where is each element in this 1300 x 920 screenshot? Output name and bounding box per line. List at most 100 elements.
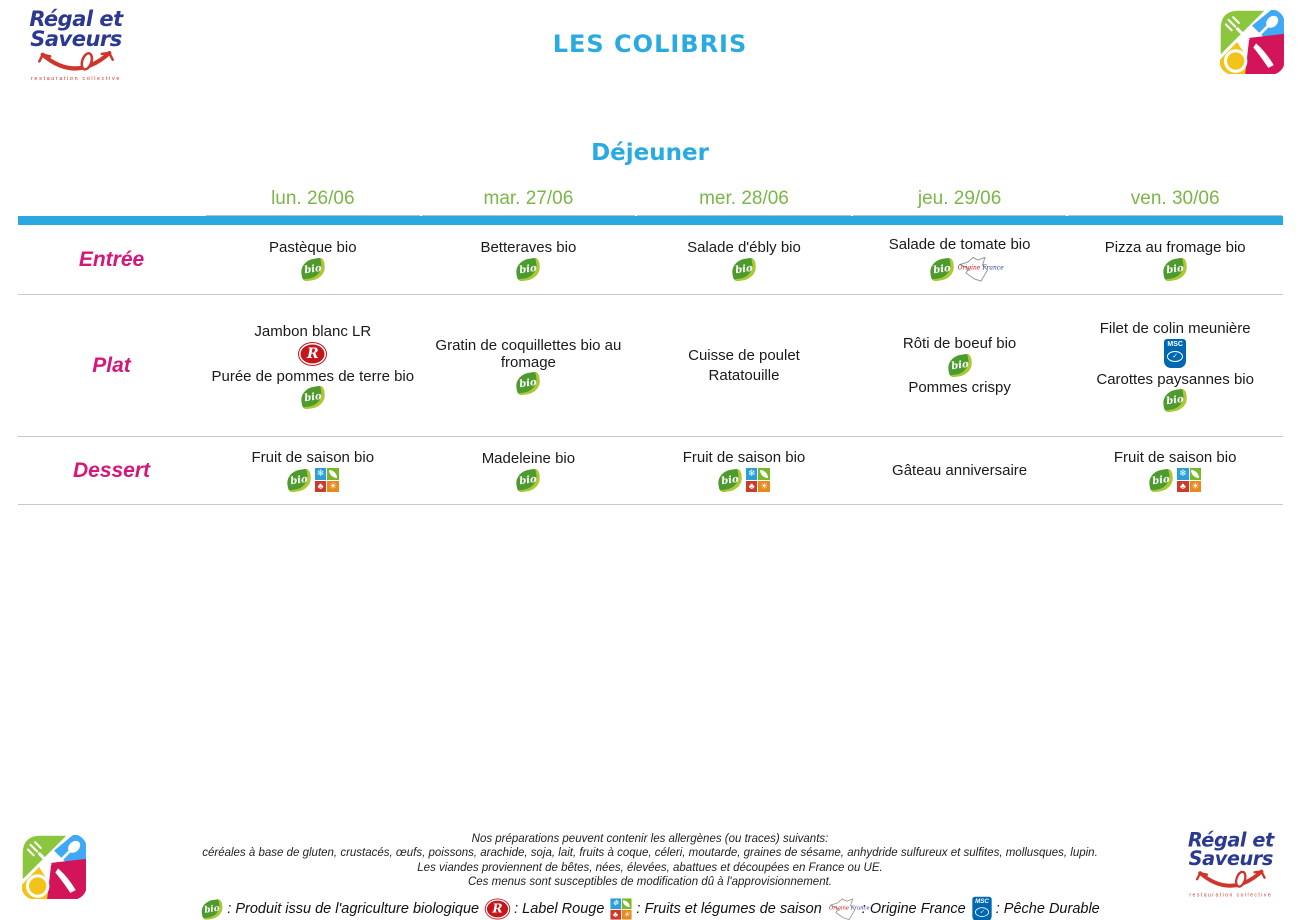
msc-peche-durable-icon: MSC ✓ [972,896,992,920]
bio-icon-label: bio [203,903,221,916]
dish-name: Madeleine bio [481,450,576,468]
dish-icons: bio [515,468,542,493]
page-title: LES COLIBRIS [552,30,748,58]
menu-item: Madeleine bio bio [481,450,576,493]
spring-leaf-icon [621,898,632,909]
winter-snowflake-icon: ❄ [610,898,621,909]
dish-icons: bio [1161,388,1189,413]
menu-row-plat: Plat Jambon blanc LR R Purée de pommes de t… [18,295,1283,437]
dish-icons: MSC ✓ [1164,339,1187,368]
allergen-line-2: céréales à base de gluten, crustacés, œu… [202,847,1098,860]
msc-peche-durable-icon: MSC ✓ [1164,339,1187,368]
dish-name: Gratin de coquillettes bio au fromage [435,336,622,371]
menu-cell: Rôti de boeuf bio bio Pommes crispy [852,333,1068,398]
msc-label: MSC [1167,341,1183,348]
seasonal-fruits-icon: ❄ ♣ ☀ [1177,468,1202,493]
menu-item: Rôti de boeuf bio bio [902,335,1017,378]
menu-cell: Filet de colin meunière MSC ✓ Carottes pays… [1067,318,1283,414]
leaf-shape [1191,469,1200,478]
regal-et-saveurs-logo: Régal et Saveurs restauration collective [16,7,136,82]
bio-icon: bio [1161,257,1189,282]
menu-item: Betteraves bio bio [480,239,577,282]
row-label-entree: Entrée [78,247,145,271]
summer-sun-icon: ☀ [1189,480,1202,493]
legend-label: : Label Rouge [514,901,605,918]
summer-sun-icon: ☀ [327,480,339,493]
dish-name: Carottes paysannes bio [1096,371,1254,388]
menu-item: Purée de pommes de terre bio bio [211,368,414,410]
dish-name: Gâteau anniversaire [892,461,1028,479]
dish-name: Salade de tomate bio [888,236,1031,254]
menu-row-entree: Entrée Pastèque bio bio Betteraves bio bio Sa… [18,225,1283,295]
table-top-divider [18,216,1283,225]
menu-cell: Jambon blanc LR R Purée de pommes de terre… [205,321,421,410]
dish-icons: bio [1161,257,1189,282]
legend-label: : Fruits et légumes de saison [636,901,822,918]
bio-icon-label: bio [518,262,538,276]
bio-icon: bio [515,257,542,282]
bio-icon-label: bio [1165,394,1185,408]
label-rouge-letter: R [492,902,503,917]
bio-icon-label: bio [1151,473,1171,487]
dish-name: Ratatouille [708,367,780,384]
dish-icons: bio ❄ ♣ ☀ [716,468,770,493]
menu-cell: Pastèque bio bio [205,237,421,282]
bio-icon-label: bio [518,473,538,487]
day-header-row: lun. 26/06 mar. 27/06 mer. 28/06 jeu. 29/06… [205,188,1283,216]
menu-cell: Salade de tomate bio bio Origine France [852,234,1068,284]
dish-icons: bio Origine France [928,256,1004,283]
dish-name: Rôti de boeuf bio [902,335,1017,353]
regal-et-saveurs-logo: Régal et Saveurs restauration collective [1176,829,1286,898]
menu-item: Gâteau anniversaire [892,462,1027,479]
app-icon-bottom-left [20,833,88,906]
spring-leaf-icon [327,468,339,480]
legend-label: : Origine France [861,901,966,918]
dish-name: Betteraves bio [480,239,577,257]
day-header-2: mer. 28/06 [637,188,851,216]
meal-title: Déjeuner [591,140,709,166]
autumn-leaf-icon: ♣ [745,480,758,493]
day-header-1: mar. 27/06 [421,188,636,216]
autumn-leaf-icon: ♣ [1177,480,1189,493]
brand-name-line1: Régal et [29,7,123,31]
footer: Nos préparations peuvent contenir les al… [0,832,1300,920]
seasonal-fruits-icon: ❄ ♣ ☀ [610,898,632,920]
france-map-outline [829,898,856,920]
meat-origin-line: Les viandes proviennent de bêtes, nées, … [417,861,883,874]
bio-icon-label: bio [518,377,538,391]
bio-icon: bio [299,257,327,282]
dish-icons: bio [946,352,973,378]
smile-icon [38,50,114,71]
brand-tagline: restauration collective [31,75,121,82]
brand-name-line1: Régal et [1187,829,1274,852]
menu-row-dessert: Dessert Fruit de saison bio bio ❄ ♣ ☀ Madelein… [18,437,1283,505]
dish-name: Pizza au fromage bio [1104,239,1246,257]
bio-icon-label: bio [1165,262,1185,276]
menu-item: Pizza au fromage bio bio [1104,239,1246,282]
leaf-shape [760,469,769,478]
legend-label: : Pêche Durable [995,901,1100,918]
dish-name: Cuisse de poulet [688,346,800,364]
legend-item-msc: MSC ✓: Pêche Durable [971,895,1100,920]
menu-item: Filet de colin meunière MSC ✓ [1100,320,1251,368]
bio-icon: bio [200,898,225,920]
dish-name: Fruit de saison bio [251,448,375,466]
dish-name: Fruit de saison bio [682,448,806,466]
brand-name-line2: Saveurs [30,26,122,51]
allergen-line-1: Nos préparations peuvent contenir les al… [471,833,829,845]
menu-item: Jambon blanc LR R [254,323,371,365]
menu-cell: Gratin de coquillettes bio au fromage bio [421,335,637,397]
dish-name: Salade d'ébly bio [687,239,801,257]
seasonal-fruits-icon: ❄ ♣ ☀ [314,468,339,493]
brand-logo-bottom-right: Régal et Saveurs restauration collective [1176,829,1286,898]
menu-item: Fruit de saison bio bio ❄ ♣ ☀ [682,448,806,493]
menu-table: lun. 26/06 mar. 27/06 mer. 28/06 jeu. 29/06… [18,188,1283,505]
bio-icon-label: bio [289,473,309,487]
modification-line: Ces menus sont susceptibles de modificat… [467,876,832,889]
origine-france-icon: Origine France [958,256,1004,283]
origine-france-icon: Origine France [829,898,869,920]
dish-icons: bio [299,385,327,410]
menu-rows: Entrée Pastèque bio bio Betteraves bio bio Sa… [18,225,1283,505]
menu-cell: Cuisse de poulet Ratatouille [636,345,852,387]
menu-item: Gratin de coquillettes bio au fromage bio [427,336,631,396]
